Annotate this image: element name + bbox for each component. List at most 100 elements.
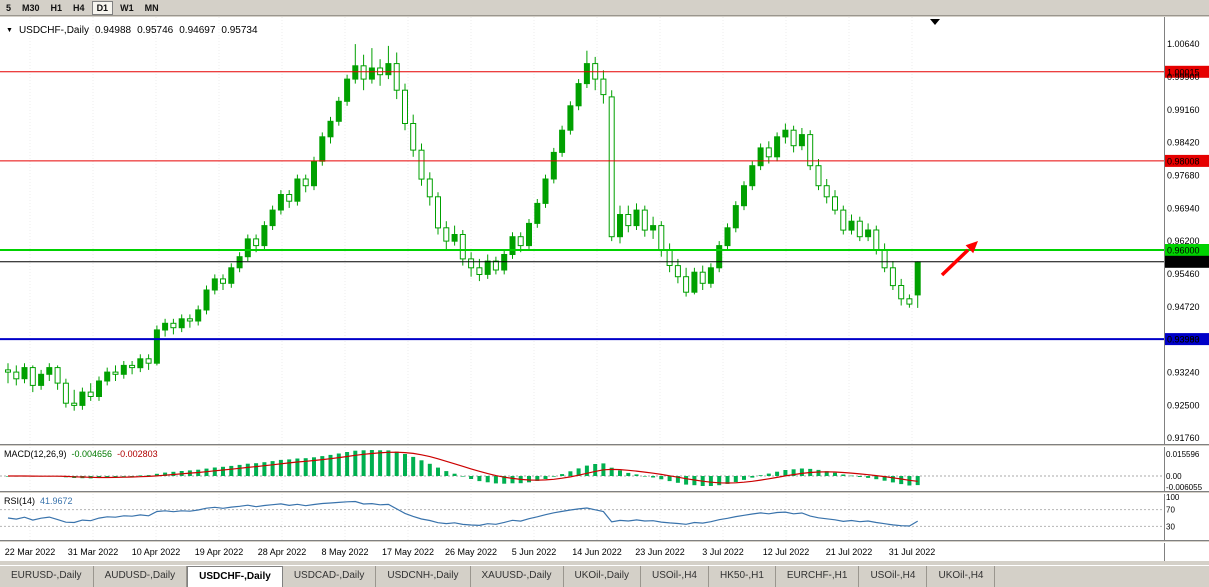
macd-histogram-bar <box>527 476 531 483</box>
date-label: 5 Jun 2022 <box>512 547 557 557</box>
macd-histogram-bar <box>775 471 780 476</box>
macd-histogram-bar <box>725 476 730 484</box>
bear-candle <box>765 147 772 158</box>
bear-candle <box>807 134 814 167</box>
bear-candle <box>898 285 905 300</box>
bull-candle <box>352 65 359 80</box>
bull-candle <box>567 105 574 131</box>
timeframe-button-h1[interactable]: H1 <box>50 2 63 13</box>
macd-histogram-bar <box>651 476 656 478</box>
bull-candle <box>385 63 392 76</box>
bull-candle <box>96 380 102 397</box>
chart-tab-usoil-h4[interactable]: USOil-,H4 <box>859 566 928 587</box>
timeframe-button-m30[interactable]: M30 <box>22 2 40 13</box>
macd-histogram-bar <box>576 468 581 476</box>
macd-histogram-bar <box>634 474 639 476</box>
timeframe-button-w1[interactable]: W1 <box>120 2 134 13</box>
bull-candle <box>559 129 566 153</box>
macd-histogram-bar <box>353 450 358 476</box>
macd-histogram-bar <box>328 454 333 476</box>
chart-tab-ukoil-h4[interactable]: UKOil-,H4 <box>927 566 996 587</box>
bear-candle <box>393 63 400 91</box>
chart-tab-xauusd-daily[interactable]: XAUUSD-,Daily <box>471 566 564 587</box>
bull-candle <box>798 134 805 147</box>
macd-histogram-bar <box>270 461 275 476</box>
macd-histogram-bar <box>708 476 713 486</box>
bear-candle <box>410 123 417 151</box>
macd-histogram-bar <box>841 474 846 476</box>
macd-histogram-bar <box>915 476 920 486</box>
macd-histogram-bar <box>163 472 168 476</box>
chart-tab-hk50-h1[interactable]: HK50-,H1 <box>709 566 776 587</box>
macd-histogram-bar <box>419 460 424 476</box>
bull-candle <box>21 367 28 380</box>
bull-candle <box>344 78 351 102</box>
macd-histogram-bar <box>245 463 250 476</box>
date-label: 19 Apr 2022 <box>195 547 244 557</box>
date-label: 12 Jul 2022 <box>763 547 810 557</box>
price-axis-label: 0.93240 <box>1167 368 1200 378</box>
date-label: 26 May 2022 <box>445 547 497 557</box>
panel-divider-macd[interactable] <box>0 444 1209 447</box>
bear-candle <box>468 258 475 269</box>
bear-candle <box>641 209 648 231</box>
macd-panel[interactable]: 0.015596 0.00 -0.006055 <box>0 447 1209 491</box>
bull-candle <box>774 136 781 158</box>
bull-candle <box>757 147 764 167</box>
rsi-panel[interactable]: 100 70 30 <box>0 494 1209 540</box>
macd-histogram-bar <box>138 475 143 476</box>
chart-tab-ukoil-daily[interactable]: UKOil-,Daily <box>564 566 641 587</box>
bull-candle <box>732 205 739 229</box>
price-badge <box>1164 255 1209 268</box>
macd-histogram-bar <box>642 476 647 477</box>
chart-tab-usdchf-daily[interactable]: USDCHF-,Daily <box>187 566 283 587</box>
timeframe-button-h4[interactable]: H4 <box>73 2 85 13</box>
macd-histogram-bar <box>146 475 151 476</box>
chart-tab-audusd-daily[interactable]: AUDUSD-,Daily <box>94 566 188 587</box>
ohlc-close: 0.95734 <box>221 25 258 36</box>
bull-candle <box>848 220 855 231</box>
bull-candle <box>335 100 342 122</box>
trend-arrow-annotation[interactable] <box>940 241 978 277</box>
price-axis-label: 1.00640 <box>1167 39 1200 49</box>
bull-candle <box>294 178 301 202</box>
macd-histogram-bar <box>212 467 217 476</box>
price-axis-label: 0.95460 <box>1167 269 1200 279</box>
date-label: 22 Mar 2022 <box>5 547 56 557</box>
timeframe-toolbar: 5 M30 H1 H4 D1 W1 MN <box>0 0 1209 16</box>
price-axis-label: 0.99900 <box>1167 72 1200 82</box>
chart-tabs-bar: EURUSD-,Daily AUDUSD-,Daily USDCHF-,Daily U… <box>0 565 1209 587</box>
timeframe-button-mn[interactable]: MN <box>144 2 159 13</box>
macd-histogram-bar <box>543 476 548 479</box>
macd-signal-value: -0.002803 <box>117 449 158 459</box>
bull-candle <box>741 185 747 207</box>
bear-candle <box>658 225 665 251</box>
macd-histogram-bar <box>287 459 292 476</box>
bull-candle <box>724 227 731 247</box>
macd-histogram-bar <box>460 476 465 477</box>
chart-tab-eurchf-h1[interactable]: EURCHF-,H1 <box>776 566 860 587</box>
macd-histogram-bar <box>584 465 589 476</box>
macd-histogram-bar <box>535 476 540 481</box>
bear-candle <box>823 185 830 198</box>
bear-candle <box>145 358 152 364</box>
bear-candle <box>5 369 11 373</box>
timeframe-button-5[interactable]: 5 <box>6 2 12 13</box>
chart-tab-usoil-h4[interactable]: USOil-,H4 <box>641 566 709 587</box>
price-badge-label: 0.95734 <box>1167 257 1200 267</box>
chart-tab-usdcad-daily[interactable]: USDCAD-,Daily <box>283 566 377 587</box>
macd-histogram-bar <box>593 464 598 476</box>
macd-histogram-bar <box>609 467 614 476</box>
price-badge <box>1164 244 1209 256</box>
main-chart[interactable]: 1.000150.980080.960000.957340.939931.006… <box>0 17 1209 444</box>
chart-tab-eurusd-daily[interactable]: EURUSD-,Daily <box>0 566 94 587</box>
macd-signal-line <box>8 451 918 484</box>
timeframe-button-d1[interactable]: D1 <box>91 0 114 15</box>
price-badge-label: 0.93993 <box>1167 335 1200 345</box>
price-axis-label: 0.92500 <box>1167 400 1200 410</box>
arrow-shaft <box>940 248 970 277</box>
panel-divider-rsi[interactable] <box>0 491 1209 494</box>
chart-tab-usdcnh-daily[interactable]: USDCNH-,Daily <box>376 566 471 587</box>
bull-candle <box>633 209 640 227</box>
